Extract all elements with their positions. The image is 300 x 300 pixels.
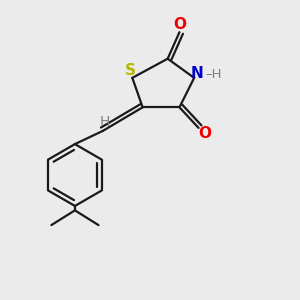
Text: H: H: [99, 115, 110, 129]
Text: S: S: [125, 63, 136, 78]
Text: N: N: [191, 66, 203, 81]
Circle shape: [173, 26, 186, 39]
Text: –H: –H: [205, 68, 222, 81]
Circle shape: [173, 101, 186, 114]
Circle shape: [126, 71, 139, 84]
Text: O: O: [198, 126, 211, 141]
Circle shape: [192, 122, 205, 134]
Circle shape: [161, 52, 174, 65]
Text: O: O: [173, 17, 186, 32]
Circle shape: [188, 71, 201, 84]
